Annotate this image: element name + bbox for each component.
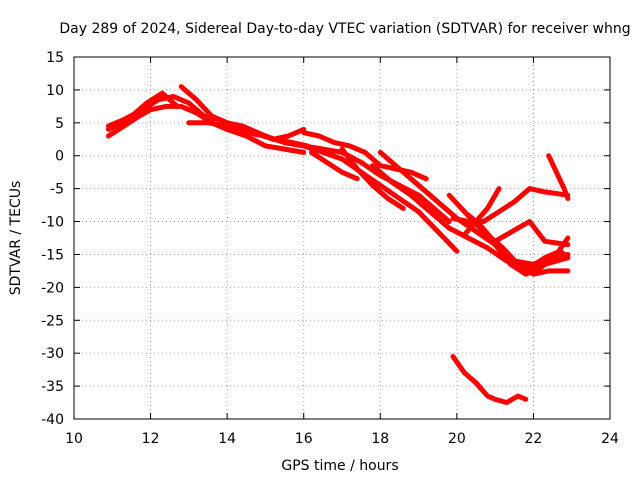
series-line-track-9 bbox=[339, 146, 406, 211]
axis-ticks: 10 12 14 16 18 20 22 24 15 10 5 0 -5 -10 -15 -20 -25 -30 -… bbox=[41, 50, 619, 447]
series-line-track-5 bbox=[186, 120, 452, 224]
series-line-track-19 bbox=[450, 354, 529, 405]
series-line-track-4 bbox=[178, 84, 307, 142]
y-tick-label: 5 bbox=[55, 116, 64, 132]
series-line-track-18 bbox=[546, 153, 571, 201]
x-axis-label: GPS time / hours bbox=[281, 458, 398, 474]
y-tick-label: -5 bbox=[50, 182, 64, 198]
series-line-track-16 bbox=[462, 186, 502, 238]
series-line-track-17 bbox=[496, 248, 571, 271]
x-tick-label: 24 bbox=[601, 431, 619, 447]
y-tick-label: -40 bbox=[41, 412, 64, 428]
series-line-track-7 bbox=[282, 140, 460, 254]
x-tick-label: 16 bbox=[295, 431, 313, 447]
series-line-track-8 bbox=[308, 149, 360, 182]
series-line-track-1 bbox=[106, 103, 307, 155]
x-tick-label: 20 bbox=[448, 431, 466, 447]
y-tick-label: 10 bbox=[46, 83, 64, 99]
series-line-track-13 bbox=[450, 186, 571, 224]
x-tick-label: 12 bbox=[142, 431, 160, 447]
y-tick-label: 15 bbox=[46, 50, 64, 66]
y-tick-label: -35 bbox=[41, 379, 64, 395]
x-tick-label: 18 bbox=[371, 431, 389, 447]
grid bbox=[74, 57, 610, 419]
plot-frame bbox=[73, 56, 611, 420]
series-line-track-14 bbox=[465, 212, 571, 277]
series-line-track-3 bbox=[106, 90, 180, 132]
x-tick-label: 14 bbox=[218, 431, 236, 447]
y-tick-label: -30 bbox=[41, 346, 64, 362]
y-tick-label: -10 bbox=[41, 215, 64, 231]
y-tick-label: 0 bbox=[55, 149, 64, 165]
y-axis-label: SDTVAR / TECUs bbox=[8, 181, 24, 296]
x-tick-label: 10 bbox=[65, 431, 83, 447]
x-tick-label: 22 bbox=[525, 431, 543, 447]
y-tick-label: -25 bbox=[41, 313, 64, 329]
series-group bbox=[106, 84, 571, 405]
series-line-track-15 bbox=[492, 219, 571, 248]
chart-title: Day 289 of 2024, Sidereal Day-to-day VTE… bbox=[59, 21, 630, 37]
y-tick-label: -15 bbox=[41, 247, 64, 263]
y-tick-label: -20 bbox=[41, 280, 64, 296]
